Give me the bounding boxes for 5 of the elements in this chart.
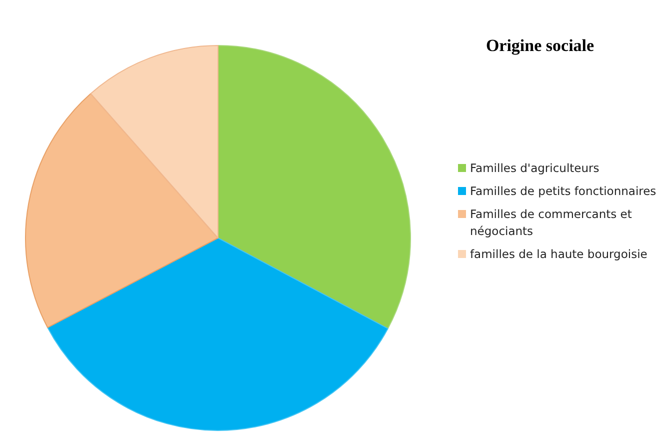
legend-label: familles de la haute bourgoisie [470, 246, 648, 263]
legend-label: Familles de petits fonctionnaires [470, 183, 656, 200]
chart-title: Origine sociale [484, 36, 596, 56]
legend-label: Familles de commercants et négociants [470, 206, 633, 240]
legend-label: Familles d'agriculteurs [470, 160, 600, 177]
